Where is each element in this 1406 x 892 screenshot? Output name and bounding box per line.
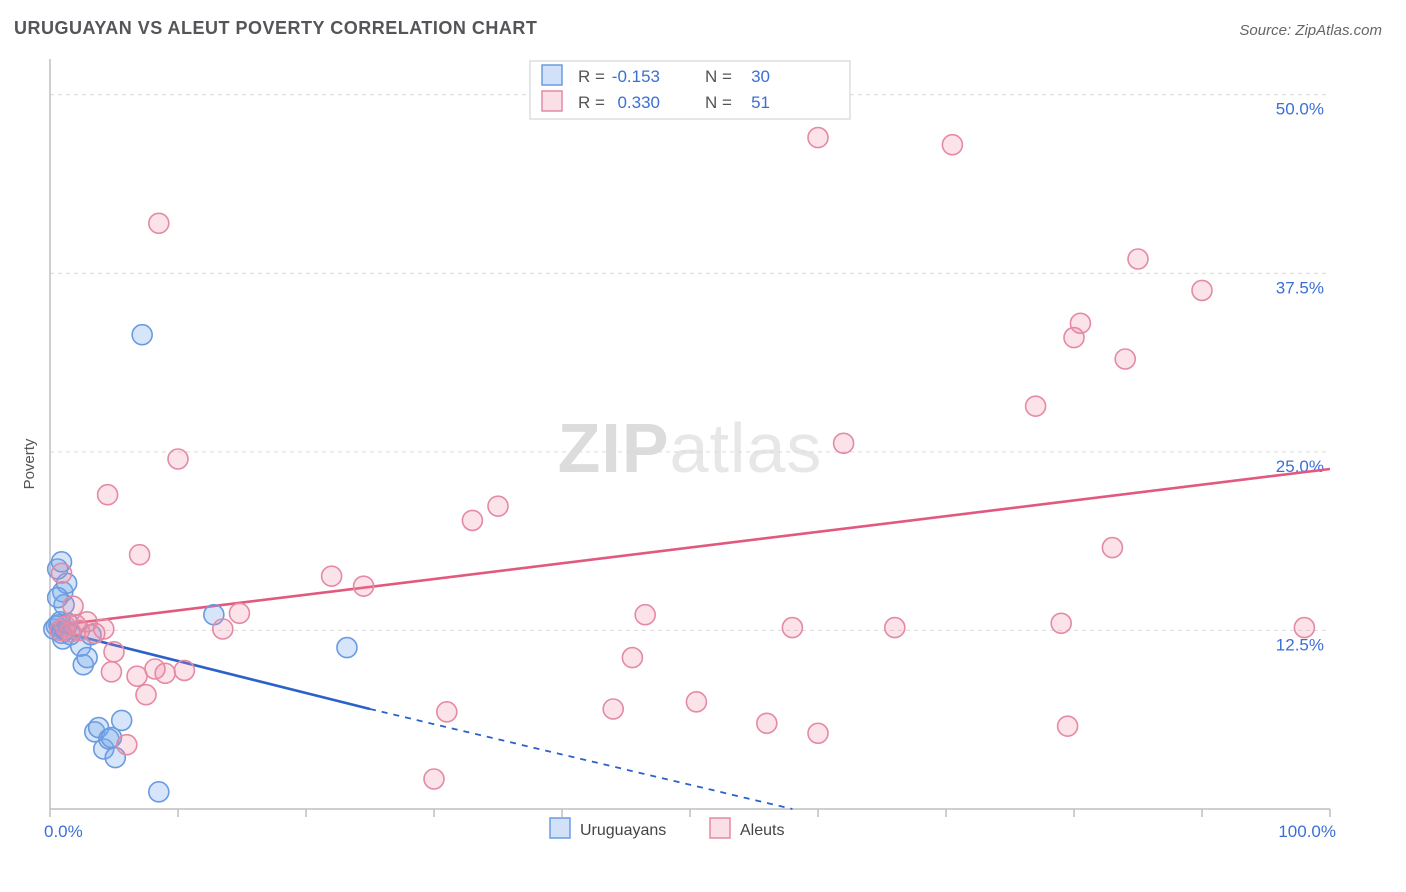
scatter-point <box>437 702 457 722</box>
scatter-point <box>168 449 188 469</box>
legend-r-label: R = <box>578 67 605 86</box>
legend-n-label: N = <box>705 93 732 112</box>
scatter-point <box>77 648 97 668</box>
scatter-point <box>174 660 194 680</box>
scatter-point <box>782 618 802 638</box>
scatter-point <box>130 545 150 565</box>
scatter-point <box>52 563 72 583</box>
legend-n-label: N = <box>705 67 732 86</box>
scatter-point <box>1026 396 1046 416</box>
legend-swatch <box>710 818 730 838</box>
scatter-point <box>155 663 175 683</box>
scatter-point <box>132 325 152 345</box>
scatter-point <box>603 699 623 719</box>
legend-r-label: R = <box>578 93 605 112</box>
scatter-point <box>686 692 706 712</box>
y-tick-label: 37.5% <box>1276 278 1324 297</box>
scatter-point <box>213 619 233 639</box>
scatter-point <box>834 433 854 453</box>
legend-series-label: Uruguayans <box>580 822 666 839</box>
scatter-point <box>885 618 905 638</box>
scatter-point <box>322 566 342 586</box>
scatter-point <box>808 723 828 743</box>
scatter-point <box>488 496 508 516</box>
scatter-point <box>229 603 249 623</box>
scatter-point <box>104 642 124 662</box>
watermark: ZIPatlas <box>558 409 823 487</box>
x-tick-label: 100.0% <box>1278 822 1336 841</box>
scatter-point <box>101 662 121 682</box>
scatter-point <box>1115 349 1135 369</box>
y-axis-label: Poverty <box>21 439 38 490</box>
scatter-point <box>1051 613 1071 633</box>
legend-r-value: 0.330 <box>617 93 660 112</box>
scatter-point <box>63 596 83 616</box>
scatter-point <box>149 782 169 802</box>
scatter-point <box>1294 618 1314 638</box>
scatter-point <box>127 666 147 686</box>
scatter-point <box>424 769 444 789</box>
scatter-point <box>354 576 374 596</box>
scatter-point <box>1058 716 1078 736</box>
scatter-point <box>1070 313 1090 333</box>
scatter-point <box>808 128 828 148</box>
correlation-scatter-chart: ZIPatlas12.5%25.0%37.5%50.0%0.0%100.0%R … <box>0 49 1406 879</box>
legend-series-label: Aleuts <box>740 822 784 839</box>
scatter-point <box>94 619 114 639</box>
legend-swatch <box>542 91 562 111</box>
scatter-point <box>149 213 169 233</box>
regression-line <box>50 469 1330 626</box>
source-attribution: Source: ZipAtlas.com <box>1239 22 1382 39</box>
scatter-point <box>136 685 156 705</box>
scatter-point <box>337 638 357 658</box>
y-tick-label: 50.0% <box>1276 100 1324 119</box>
legend-r-value: -0.153 <box>612 67 660 86</box>
chart-title: URUGUAYAN VS ALEUT POVERTY CORRELATION C… <box>14 18 537 39</box>
scatter-point <box>1128 249 1148 269</box>
y-tick-label: 12.5% <box>1276 635 1324 654</box>
scatter-point <box>1102 538 1122 558</box>
scatter-point <box>98 485 118 505</box>
scatter-point <box>757 713 777 733</box>
scatter-point <box>635 605 655 625</box>
scatter-point <box>942 135 962 155</box>
legend-swatch <box>550 818 570 838</box>
scatter-point <box>117 735 137 755</box>
regression-line-extrapolated <box>370 709 792 809</box>
legend-n-value: 30 <box>751 67 770 86</box>
scatter-point <box>1192 280 1212 300</box>
scatter-point <box>462 510 482 530</box>
legend-n-value: 51 <box>751 93 770 112</box>
x-tick-label: 0.0% <box>44 822 83 841</box>
scatter-point <box>622 648 642 668</box>
legend-swatch <box>542 65 562 85</box>
